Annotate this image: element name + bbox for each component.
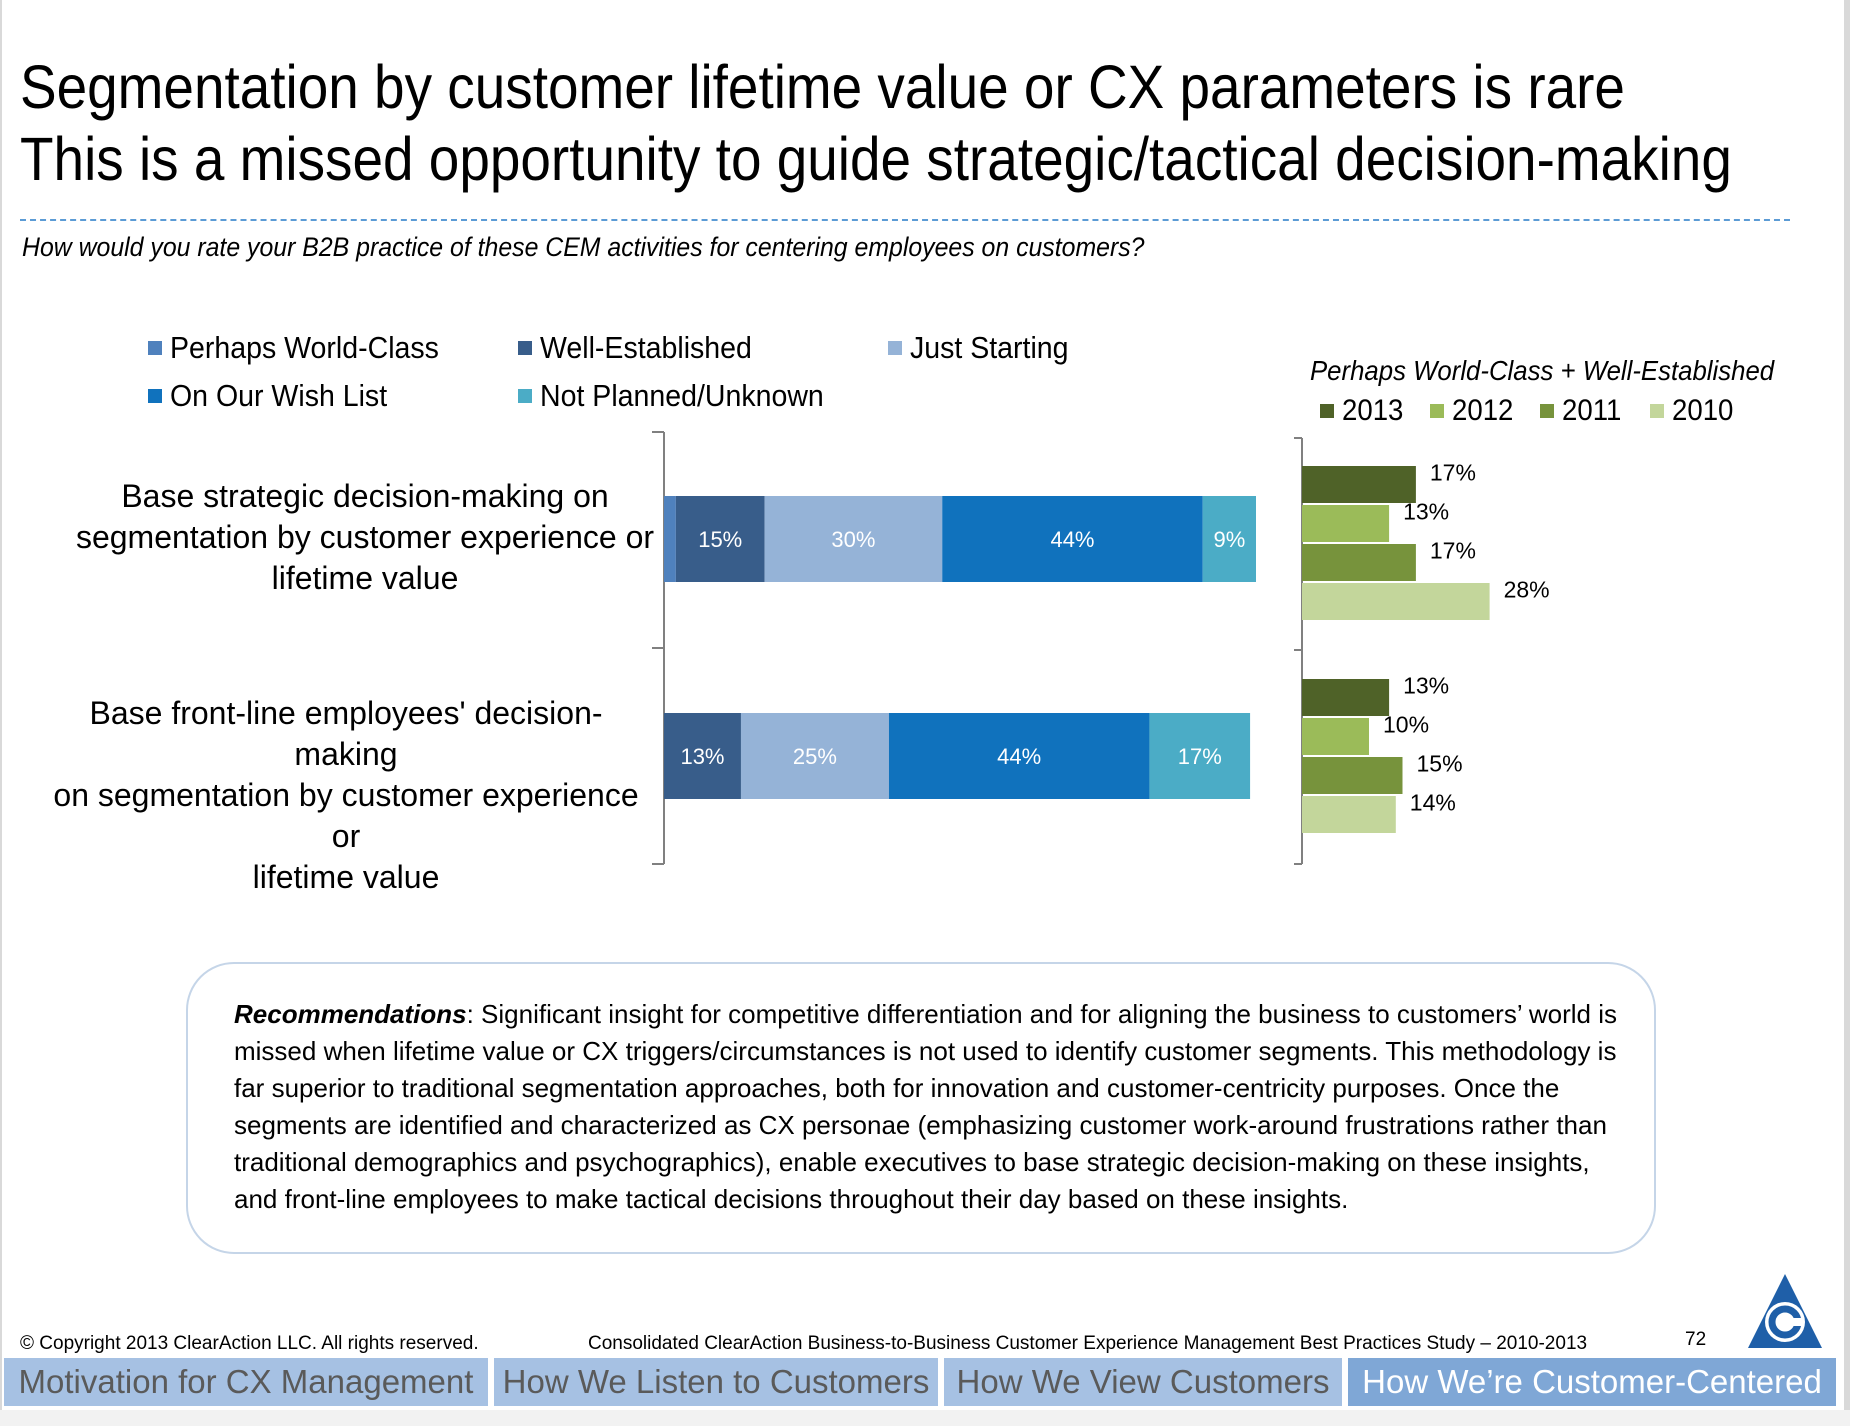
bar-data-label: 9% [1213, 527, 1245, 552]
legend-label: Not Planned/Unknown [540, 378, 824, 413]
trend-bar-label: 17% [1430, 538, 1476, 564]
category-label-line: Base front-line employees' decision-maki… [89, 695, 603, 772]
trend-bar-label: 28% [1504, 577, 1550, 603]
slide-right-edge [1844, 0, 1850, 1426]
nav-tab-label: How We View Customers [956, 1363, 1330, 1400]
trend-bar-label: 17% [1430, 460, 1476, 486]
legend-item-2013: 2013 [1320, 394, 1409, 428]
category-label-line: lifetime value [271, 560, 459, 596]
nav-tab-label: How We’re Customer-Centered [1362, 1363, 1822, 1400]
trend-bar [1302, 466, 1416, 503]
legend-label: Well-Established [540, 330, 752, 365]
trend-bar-label: 13% [1403, 673, 1449, 699]
bar-data-label: 17% [1178, 744, 1222, 769]
study-name: Consolidated ClearAction Business-to-Bus… [588, 1333, 1588, 1354]
survey-question: How would you rate your B2B practice of … [22, 232, 1145, 262]
legend-swatch [518, 389, 532, 403]
legend-label: 2010 [1672, 394, 1734, 427]
legend-label: 2013 [1342, 394, 1404, 427]
trend-bar [1302, 544, 1416, 581]
page-number: 72 [1685, 1329, 1707, 1350]
nav-tab-motivation[interactable]: Motivation for CX Management [4, 1358, 488, 1406]
legend-swatch [148, 389, 162, 403]
stacked-bar-segment [942, 496, 1203, 582]
legend-item-just-starting: Just Starting [888, 330, 1082, 366]
trend-bar-label: 13% [1403, 499, 1449, 525]
recommendations-heading: Recommendations [234, 999, 467, 1029]
bottom-strip [0, 1410, 1850, 1426]
trend-bar [1302, 757, 1403, 794]
nav-tab-listen[interactable]: How We Listen to Customers [494, 1358, 938, 1406]
section-nav: Motivation for CX Management How We List… [4, 1358, 1836, 1406]
legend-item-well-established: Well-Established [518, 330, 770, 366]
legend-item-world-class: Perhaps World-Class [148, 330, 462, 366]
slide-title-line-1: Segmentation by customer lifetime value … [20, 53, 1625, 121]
category-label-line: segmentation by customer experience or [75, 519, 655, 555]
legend-swatch [1650, 404, 1664, 418]
nav-tab-view[interactable]: How We View Customers [944, 1358, 1342, 1406]
clearaction-logo-icon [1748, 1274, 1822, 1348]
legend-item-wish-list: On Our Wish List [148, 378, 406, 414]
stacked-bar-segment [1149, 713, 1251, 799]
trend-bar-label: 15% [1417, 751, 1463, 777]
legend-label: Just Starting [910, 330, 1069, 365]
stacked-bar-segment [740, 713, 889, 799]
bar-data-label: 30% [831, 527, 875, 552]
stacked-bar-chart: 15% 30% 44% 9% 13% 25% 44% 17% 17% 13% 17% 28% 13% 10… [652, 431, 1550, 865]
recommendations-text: Recommendations: Significant insight for… [234, 996, 1634, 1218]
category-label-line: Base strategic decision-making on [121, 478, 609, 514]
recommendations-body: : Significant insight for competitive di… [234, 999, 1617, 1214]
trend-bar [1302, 505, 1390, 542]
legend-item-2012: 2012 [1430, 394, 1519, 428]
recommendations-box [186, 962, 1656, 1254]
legend-swatch [148, 341, 162, 355]
stacked-bar-segment [664, 713, 741, 799]
trend-bar-label: 10% [1383, 712, 1429, 738]
legend-item-2011: 2011 [1540, 394, 1627, 428]
legend-label: 2012 [1452, 394, 1514, 427]
legend-swatch [888, 341, 902, 355]
legend-swatch [1430, 404, 1444, 418]
bar-data-label: 25% [793, 744, 837, 769]
copyright-text: © Copyright 2013 ClearAction LLC. All ri… [20, 1333, 479, 1354]
stacked-bar-segment [888, 713, 1150, 799]
trend-bar [1302, 583, 1490, 620]
stacked-bar-segment [675, 496, 765, 582]
trend-bar [1302, 796, 1396, 833]
slide-title-line-2: This is a missed opportunity to guide st… [20, 125, 1732, 193]
title-divider [20, 219, 1790, 221]
bar-data-label: 13% [680, 744, 724, 769]
legend-label: Perhaps World-Class [170, 330, 439, 365]
legend-swatch [518, 341, 532, 355]
nav-tab-customer-centered[interactable]: How We’re Customer-Centered [1348, 1358, 1836, 1406]
trend-bar-label: 14% [1410, 790, 1456, 816]
trend-bar [1302, 718, 1369, 755]
legend-item-not-planned: Not Planned/Unknown [518, 378, 848, 414]
legend-label: 2011 [1562, 394, 1622, 427]
stacked-bar-segment [764, 496, 943, 582]
legend-label: On Our Wish List [170, 378, 388, 413]
bar-data-label: 44% [1050, 527, 1094, 552]
nav-tab-label: How We Listen to Customers [502, 1363, 930, 1400]
nav-tab-label: Motivation for CX Management [18, 1363, 474, 1400]
trend-bar [1302, 679, 1390, 716]
category-label-front-line: Base front-line employees' decision-maki… [46, 693, 646, 898]
category-label-strategic: Base strategic decision-making on segmen… [65, 476, 665, 599]
stacked-bar-segment [664, 496, 676, 582]
legend-swatch [1540, 404, 1554, 418]
legend-item-2010: 2010 [1650, 394, 1739, 428]
legend-swatch [1320, 404, 1334, 418]
category-label-line: lifetime value [252, 859, 440, 895]
slide-left-edge [0, 0, 2, 1426]
stacked-bar-segment [1202, 496, 1256, 582]
category-label-line: on segmentation by customer experience o… [53, 777, 639, 854]
side-chart-title: Perhaps World-Class + Well-Established [1310, 355, 1775, 386]
bar-data-label: 15% [698, 527, 742, 552]
bar-data-label: 44% [997, 744, 1041, 769]
